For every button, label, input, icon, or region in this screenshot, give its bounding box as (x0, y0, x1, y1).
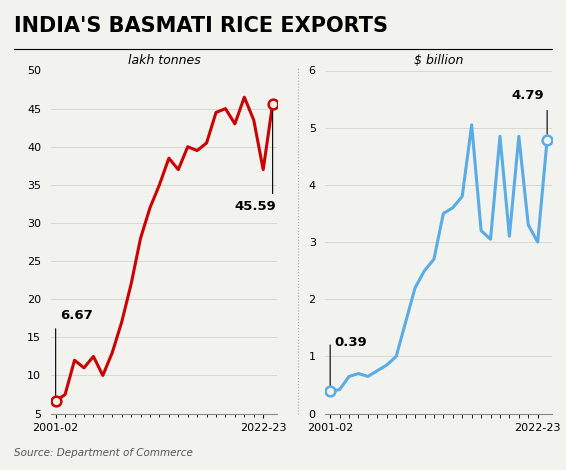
Text: 4.79: 4.79 (511, 89, 544, 102)
Text: 45.59: 45.59 (235, 200, 277, 213)
Text: 6.67: 6.67 (61, 309, 93, 322)
Text: Source: Department of Commerce: Source: Department of Commerce (14, 448, 193, 458)
Text: INDIA'S BASMATI RICE EXPORTS: INDIA'S BASMATI RICE EXPORTS (14, 16, 388, 37)
Title: lakh tonnes: lakh tonnes (128, 54, 200, 67)
Title: $ billion: $ billion (414, 54, 464, 67)
Text: 0.39: 0.39 (334, 337, 367, 349)
